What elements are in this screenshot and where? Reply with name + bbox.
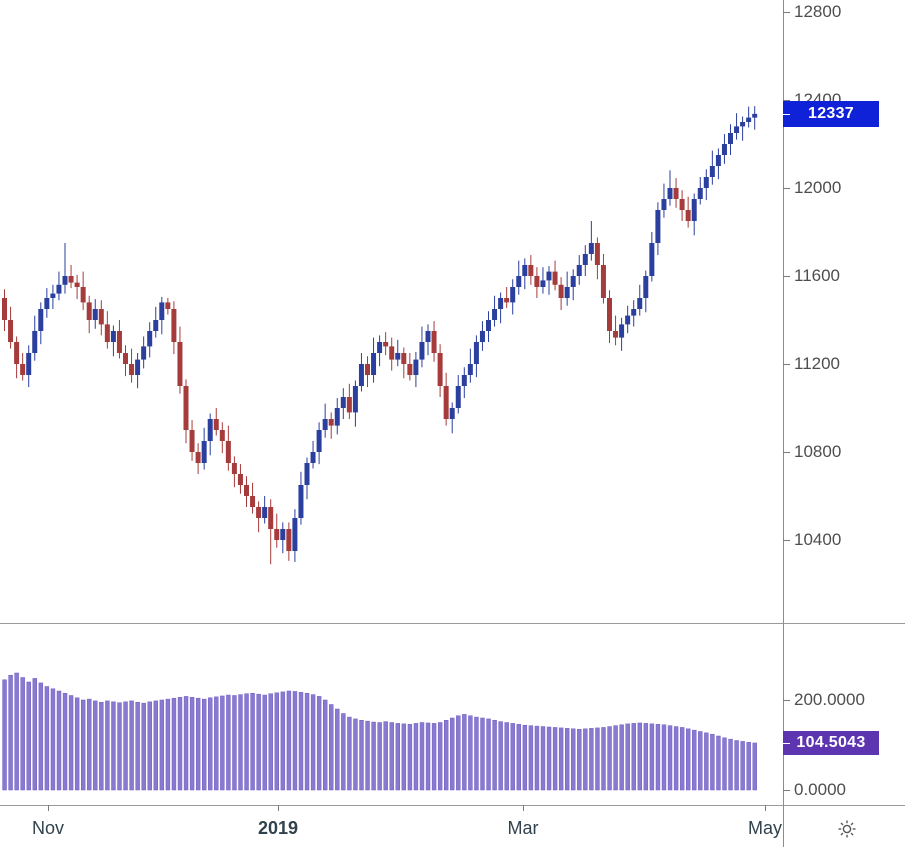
candles-layer xyxy=(2,106,758,565)
price-tick-mark xyxy=(783,276,790,277)
indicator-tick-mark xyxy=(783,700,790,701)
indicator-tick-mark xyxy=(783,790,790,791)
price-axis-line xyxy=(783,0,784,847)
time-axis-label: Mar xyxy=(507,818,539,838)
price-tick-mark xyxy=(783,188,790,189)
axis-settings-button[interactable] xyxy=(834,817,860,843)
time-axis-label: 2019 xyxy=(257,818,299,838)
time-tick-mark xyxy=(523,805,524,811)
time-axis-label: Nov xyxy=(31,818,65,838)
price-tick-mark xyxy=(783,100,790,101)
time-tick-mark xyxy=(765,805,766,811)
price-tick-label: 10400 xyxy=(794,530,842,549)
time-tick-mark xyxy=(278,805,279,811)
price-tick-label: 12800 xyxy=(794,2,842,21)
price-tick-mark xyxy=(783,452,790,453)
volume-histogram-layer xyxy=(2,672,757,791)
price-tick-mark xyxy=(783,12,790,13)
price-tick-mark xyxy=(783,364,790,365)
time-tick-mark xyxy=(48,805,49,811)
price-tick-label: 10800 xyxy=(794,442,842,461)
price-tick-mark xyxy=(783,540,790,541)
price-tick-label: 11600 xyxy=(794,266,841,285)
time-axis-label: May xyxy=(747,818,783,838)
last-price-badge: 12337 xyxy=(783,100,879,127)
price-tick-label: 11200 xyxy=(794,354,841,373)
gear-icon xyxy=(837,819,857,842)
time-axis-divider xyxy=(0,805,905,806)
indicator-tick-label: 200.0000 xyxy=(794,690,865,709)
indicator-value-badge: 104.5043 xyxy=(783,730,879,755)
indicator-tick-label: 0.0000 xyxy=(794,780,846,799)
pane-divider[interactable] xyxy=(0,623,905,624)
price-tick-label: 12000 xyxy=(794,178,842,197)
